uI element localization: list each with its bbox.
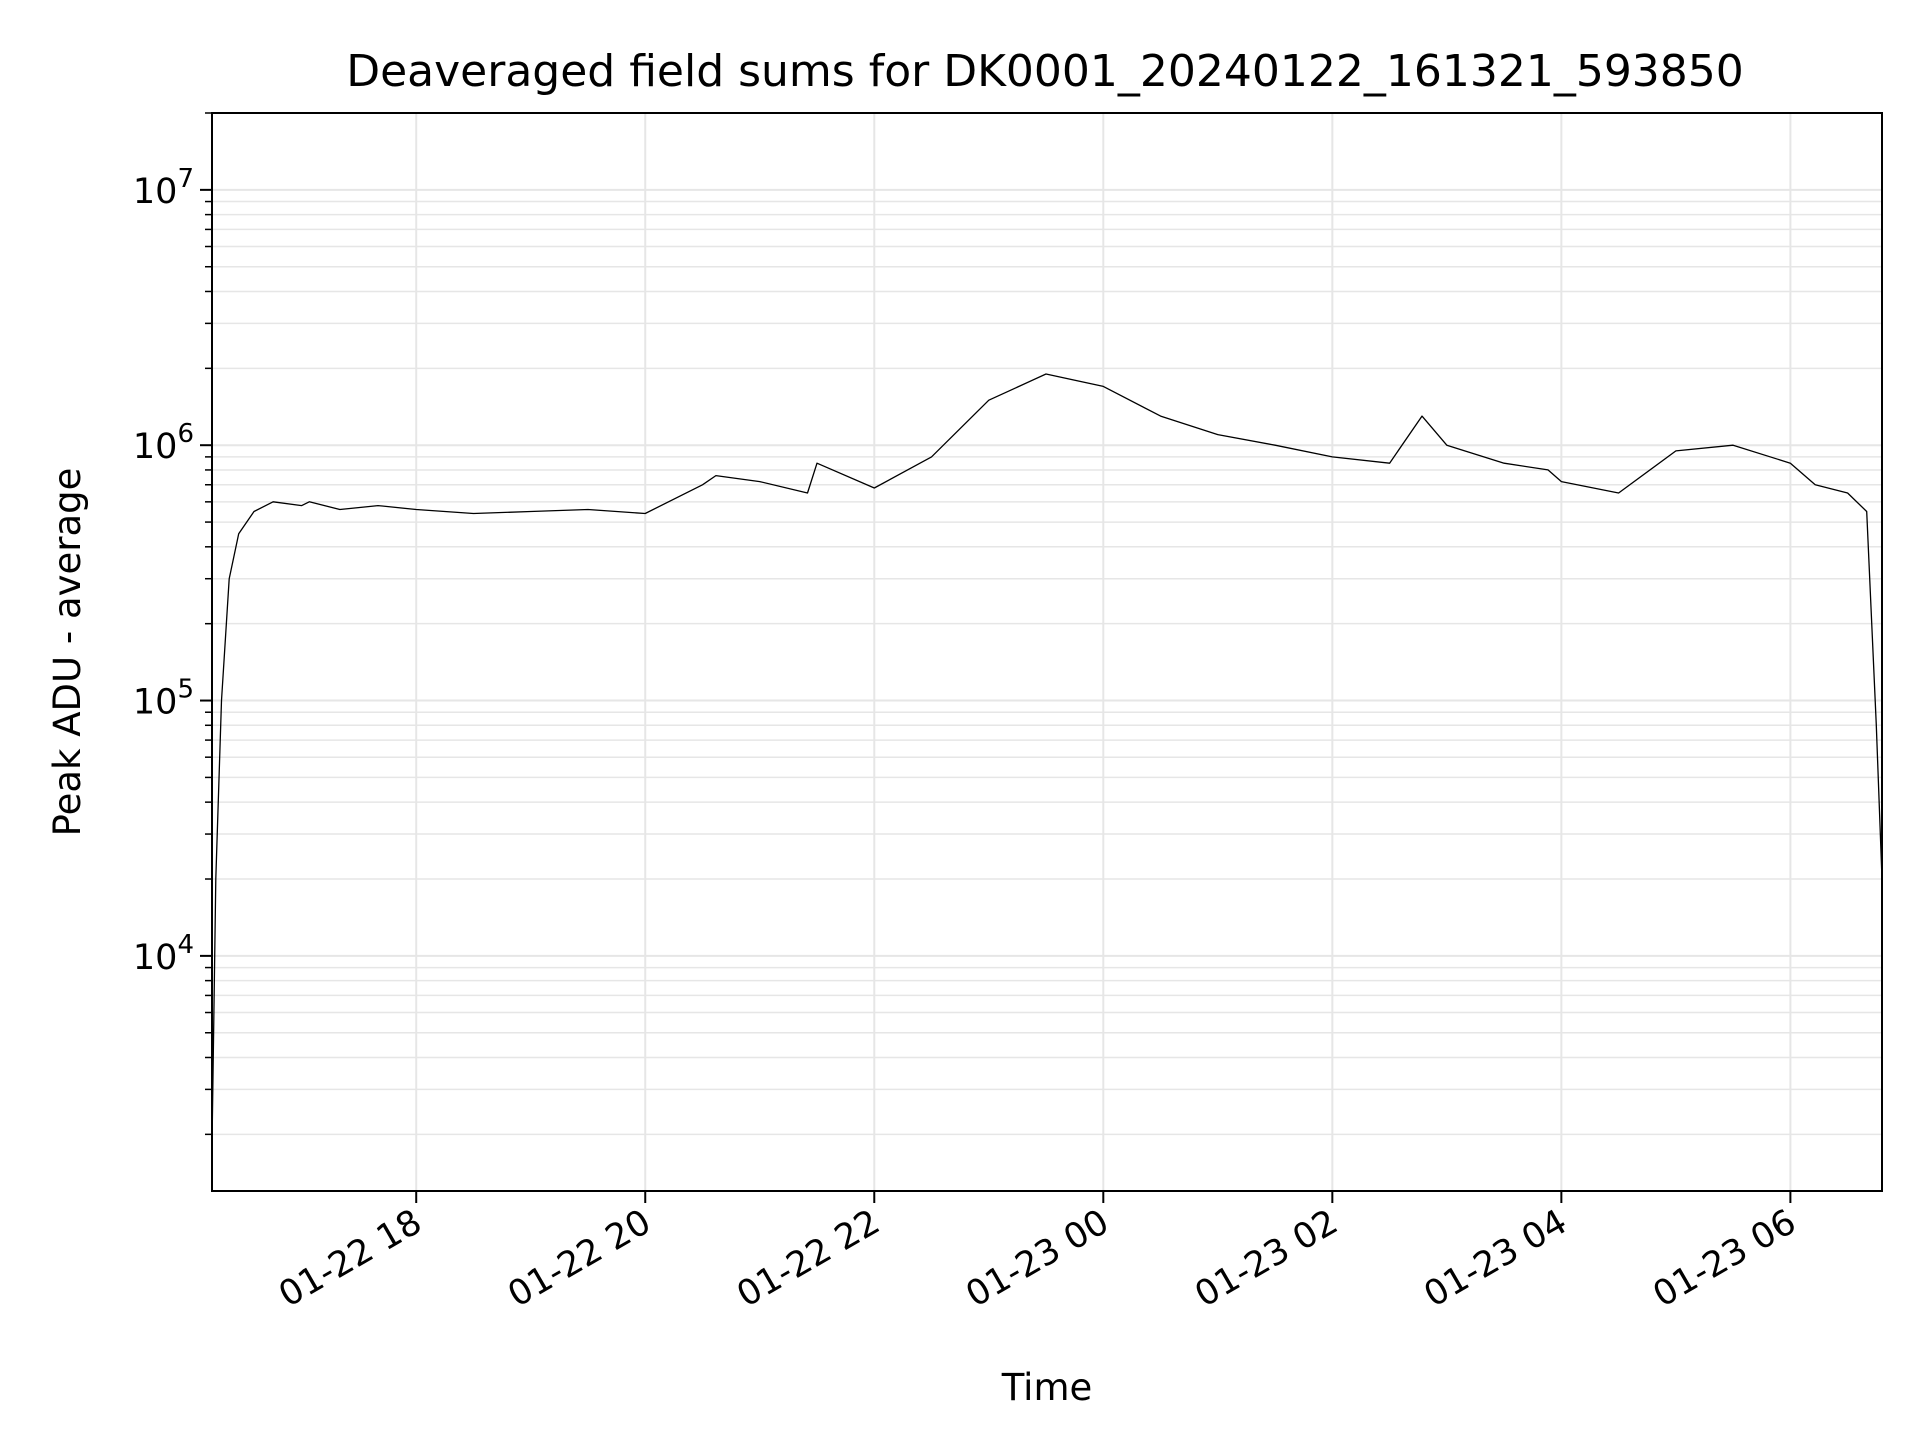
y-tick-label: 104 [133,930,194,978]
y-axis: 104 105 106 107 [133,112,212,1136]
x-tick-label: 01-23 06 [1647,1202,1803,1315]
series-line-peak-adu [211,373,1883,1147]
y-tick-label: 105 [133,675,194,723]
x-tick-label: 01-23 00 [960,1202,1116,1315]
chart-title: Deaveraged field sums for DK0001_2024012… [346,46,1744,97]
plot-frame [211,112,1883,1192]
x-axis: 01-22 18 01-22 20 01-22 22 01-23 00 01-23 02… [272,1191,1803,1315]
x-tick-label: 01-22 18 [272,1202,428,1315]
y-tick-label: 106 [133,419,194,467]
x-tick-label: 01-22 20 [501,1202,657,1315]
grid-lines [212,112,1882,1191]
x-tick-label: 01-22 22 [730,1202,886,1315]
x-tick-label: 01-23 04 [1418,1202,1574,1315]
y-axis-label: Peak ADU - average [46,468,89,837]
x-axis-label: Time [1001,1366,1093,1409]
y-tick-label: 107 [133,164,194,212]
x-tick-label: 01-23 02 [1189,1202,1345,1315]
